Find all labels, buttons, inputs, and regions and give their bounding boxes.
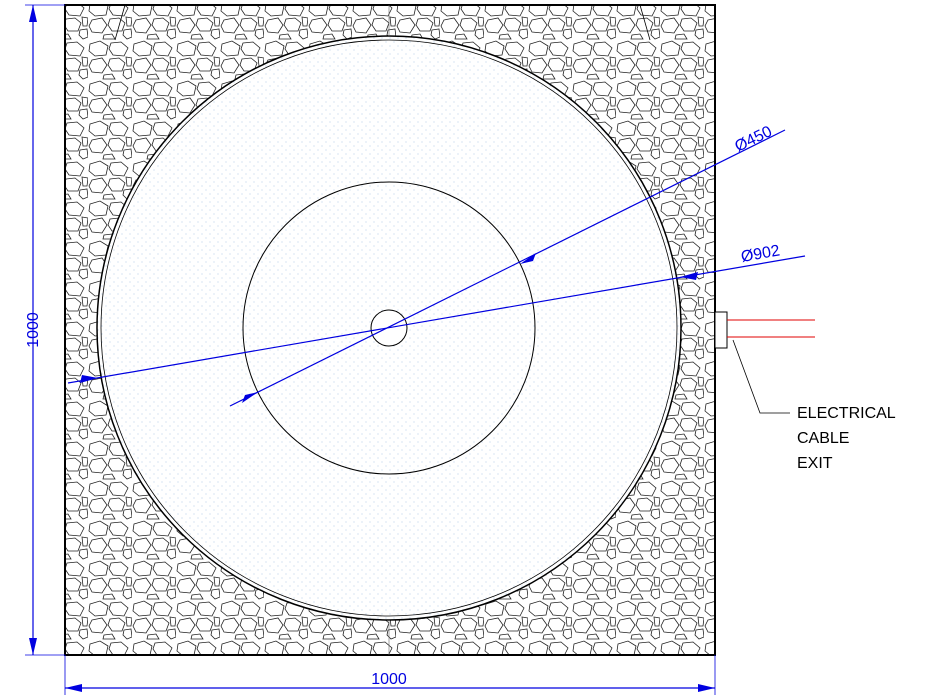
inner-circle [242,181,536,475]
arrow [520,253,536,264]
callout-text: ELECTRICAL [797,405,896,422]
dimension-text: 1000 [25,312,42,348]
arrow [242,392,258,403]
dimension-line [229,129,786,407]
leader [732,339,790,414]
arrow [80,375,98,383]
leader [114,4,126,41]
callout-text: CABLE [797,430,849,447]
dimension-text: Ø902 [740,242,782,266]
cable-gland [714,311,728,349]
dimension-text: 1000 [371,671,407,688]
arrow [29,5,37,22]
callout-text: EXIT [797,455,833,472]
arrow [29,638,37,655]
leader [639,4,651,41]
arrow [680,272,698,280]
dimension-text: Ø450 [732,123,775,155]
outer-circle-inner [100,39,678,617]
arrow [698,684,715,692]
arrow [65,684,82,692]
